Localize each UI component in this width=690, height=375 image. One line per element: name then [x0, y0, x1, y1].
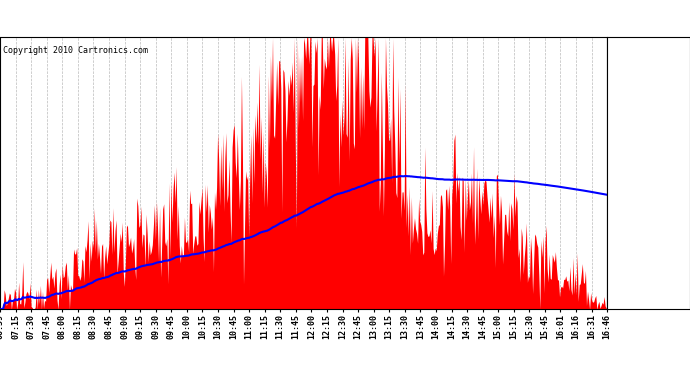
Text: Copyright 2010 Cartronics.com: Copyright 2010 Cartronics.com: [3, 46, 148, 55]
Text: West Array Actual Power (red) & Running Average Power (Watts blue)  Tue Sep 21 1: West Array Actual Power (red) & Running …: [3, 12, 602, 25]
